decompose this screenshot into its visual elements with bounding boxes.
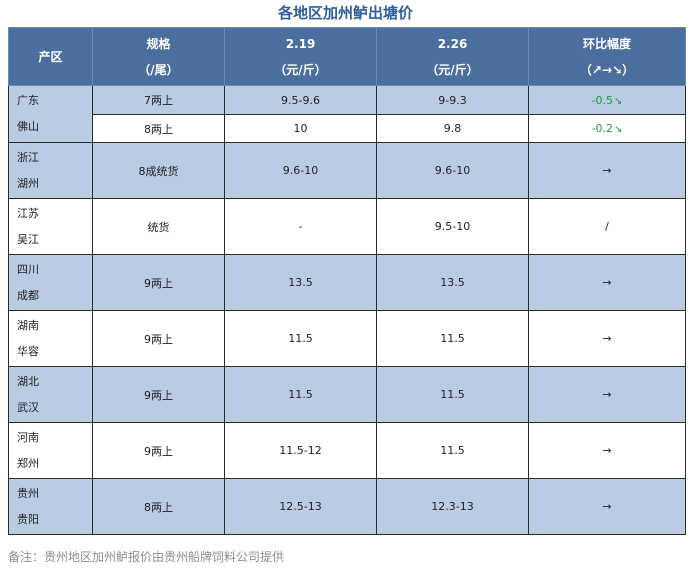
spec-cell: 9两上 (92, 366, 225, 423)
table-row: 江苏 吴江 统货 - 9.5-10 / (8, 198, 686, 255)
table-row: 湖北 武汉 9两上 11.5 11.5 → (8, 366, 686, 423)
price-cell: 11.5 (224, 310, 377, 367)
change-cell: → (528, 478, 686, 535)
change-cell: → (528, 366, 686, 423)
change-cell: / (528, 198, 686, 255)
region-cell: 湖南 华容 (8, 310, 93, 367)
price-cell: 10 (224, 114, 377, 143)
price-table: 产区 规格 （/尾） 2.19 （元/斤） 2.26 （元/斤） 环比幅度 （↗→↘） … (8, 27, 686, 535)
table-row: 四川 成都 9两上 13.5 13.5 → (8, 254, 686, 311)
region-cell: 四川 成都 (8, 254, 93, 311)
change-cell: -0.2↘ (528, 114, 686, 143)
spec-cell: 8成统货 (92, 142, 225, 199)
price-cell: 9.8 (376, 114, 529, 143)
price-cell: 9-9.3 (376, 85, 529, 115)
spec-cell: 9两上 (92, 254, 225, 311)
region-cell: 河南 郑州 (8, 422, 93, 479)
table-row: 浙江 湖州 8成统货 9.6-10 9.6-10 → (8, 142, 686, 199)
header-change: 环比幅度 （↗→↘） (528, 27, 686, 86)
price-cell: 13.5 (376, 254, 529, 311)
region-cell: 湖北 武汉 (8, 366, 93, 423)
table-row: 河南 郑州 9两上 11.5-12 11.5 → (8, 422, 686, 479)
price-cell: 12.3-13 (376, 478, 529, 535)
spec-cell: 8两上 (92, 114, 225, 143)
region-cell: 广东 佛山 (8, 85, 93, 143)
price-cell: 11.5 (376, 422, 529, 479)
table-row: 湖南 华容 9两上 11.5 11.5 → (8, 310, 686, 367)
price-cell: 9.5-9.6 (224, 85, 377, 115)
price-cell: 11.5 (376, 310, 529, 367)
region-cell: 浙江 湖州 (8, 142, 93, 199)
price-cell: 9.6-10 (224, 142, 377, 199)
spec-cell: 9两上 (92, 310, 225, 367)
table-row: 贵州 贵阳 8两上 12.5-13 12.3-13 → (8, 478, 686, 535)
down-arrow-icon: ↘ (614, 95, 623, 107)
change-cell: → (528, 254, 686, 311)
spec-cell: 7两上 (92, 85, 225, 115)
header-date2: 2.26 （元/斤） (376, 27, 529, 86)
change-cell: → (528, 142, 686, 199)
price-cell: 9.6-10 (376, 142, 529, 199)
footnote: 备注：贵州地区加州鲈报价由贵州船牌饲料公司提供 (8, 550, 285, 564)
down-arrow-icon: ↘ (614, 124, 623, 135)
table-title: 各地区加州鲈出塘价 (277, 4, 413, 22)
change-cell: → (528, 310, 686, 367)
spec-cell: 统货 (92, 198, 225, 255)
header-spec: 规格 （/尾） (92, 27, 225, 86)
region-cell: 江苏 吴江 (8, 198, 93, 255)
spec-cell: 9两上 (92, 422, 225, 479)
price-cell: 11.5 (376, 366, 529, 423)
price-cell: 12.5-13 (224, 478, 377, 535)
table-row: 8两上 10 9.8 -0.2↘ (9, 114, 686, 143)
price-cell: 13.5 (224, 254, 377, 311)
header-region: 产区 (8, 27, 93, 86)
spec-cell: 8两上 (92, 478, 225, 535)
table-row: 广东 佛山 7两上 9.5-9.6 9-9.3 -0.5↘ (8, 85, 686, 143)
change-cell: -0.5↘ (528, 85, 686, 115)
price-cell: 11.5 (224, 366, 377, 423)
price-cell: - (224, 198, 377, 255)
price-cell: 11.5-12 (224, 422, 377, 479)
change-cell: → (528, 422, 686, 479)
price-cell: 9.5-10 (376, 198, 529, 255)
header-date1: 2.19 （元/斤） (224, 27, 377, 86)
region-cell: 贵州 贵阳 (8, 478, 93, 535)
header-row: 产区 规格 （/尾） 2.19 （元/斤） 2.26 （元/斤） 环比幅度 （↗→↘） (8, 27, 686, 86)
